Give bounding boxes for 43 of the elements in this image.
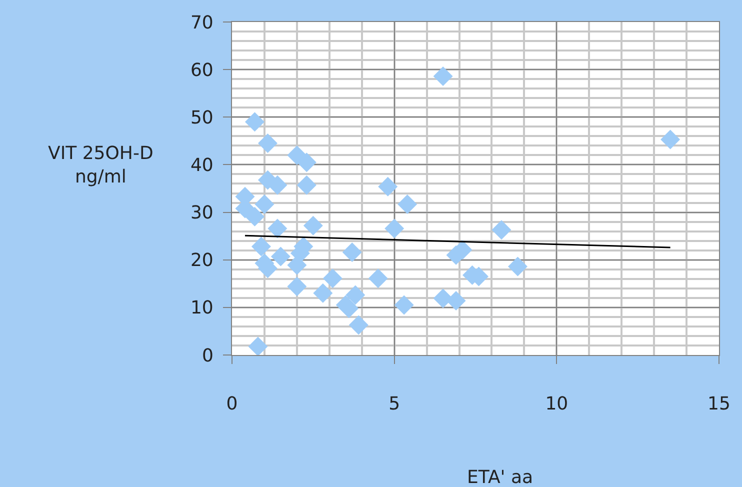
- point: [258, 134, 278, 154]
- point: [244, 112, 264, 132]
- y-tick-label: 20: [190, 250, 214, 272]
- point: [342, 242, 362, 262]
- point: [394, 295, 414, 315]
- point: [270, 246, 290, 266]
- x-tick-label: 0: [226, 394, 238, 415]
- point: [296, 175, 316, 195]
- point: [248, 336, 268, 355]
- point: [287, 276, 307, 296]
- point: [446, 291, 466, 311]
- point: [296, 152, 316, 172]
- x-axis-title: ETA' aa: [467, 467, 534, 487]
- point: [660, 130, 680, 150]
- point: [348, 315, 368, 335]
- point: [254, 194, 274, 214]
- point: [384, 218, 404, 238]
- point: [268, 218, 288, 238]
- x-tick-label: 15: [708, 394, 730, 415]
- y-tick-label: 0: [202, 345, 214, 366]
- point: [492, 220, 512, 240]
- point: [322, 268, 342, 288]
- point: [244, 206, 264, 226]
- x-tick-label: 10: [545, 394, 568, 415]
- y-axis-title: VIT 25OH-D ng/ml: [48, 143, 154, 188]
- point: [433, 288, 453, 308]
- y-tick-label: 60: [190, 60, 214, 81]
- y-tick-label: 50: [190, 107, 214, 128]
- y-tick-label: 10: [190, 298, 214, 319]
- point: [433, 66, 453, 86]
- point: [346, 285, 366, 305]
- point: [398, 194, 418, 214]
- point: [303, 216, 323, 236]
- y-tick-label: 30: [190, 202, 214, 224]
- x-tick-label: 5: [388, 394, 400, 415]
- y-tick-label: 40: [190, 155, 214, 176]
- point: [368, 268, 388, 288]
- point: [508, 256, 528, 276]
- point: [313, 283, 333, 303]
- point: [339, 298, 359, 318]
- point: [251, 236, 271, 256]
- y-tick-label: 70: [190, 12, 214, 34]
- point: [378, 176, 398, 196]
